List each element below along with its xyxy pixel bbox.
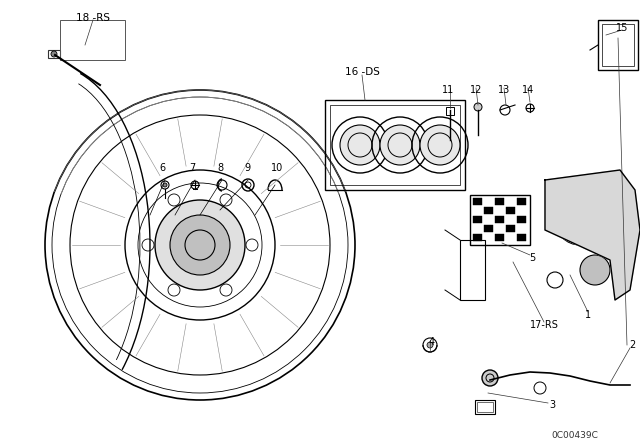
Bar	[484, 225, 493, 232]
Bar	[484, 207, 493, 214]
Polygon shape	[545, 170, 640, 300]
Bar	[330, 105, 460, 185]
Bar	[60, 20, 125, 60]
Bar	[506, 225, 515, 232]
Circle shape	[340, 125, 380, 165]
Bar	[475, 400, 495, 414]
Text: 3: 3	[549, 400, 555, 410]
Text: 5: 5	[529, 253, 535, 263]
Circle shape	[562, 202, 598, 238]
Text: 15: 15	[616, 23, 628, 33]
Circle shape	[427, 342, 433, 348]
Bar	[48, 50, 60, 58]
Bar	[477, 402, 493, 412]
Text: 7: 7	[189, 163, 195, 173]
Text: 18 -RS: 18 -RS	[76, 13, 110, 23]
Text: 11: 11	[442, 85, 454, 95]
Circle shape	[380, 125, 420, 165]
Circle shape	[170, 215, 230, 275]
Bar	[446, 107, 454, 115]
Bar	[495, 198, 504, 205]
Circle shape	[580, 255, 610, 285]
Text: 16 -DS: 16 -DS	[344, 67, 380, 77]
Text: 8: 8	[217, 163, 223, 173]
Text: 13: 13	[498, 85, 510, 95]
Bar	[495, 234, 504, 241]
Bar	[473, 198, 482, 205]
Circle shape	[51, 51, 57, 57]
Bar	[598, 20, 638, 70]
Text: 4: 4	[429, 337, 435, 347]
Circle shape	[155, 200, 245, 290]
Text: 17-RS: 17-RS	[529, 320, 559, 330]
Bar	[517, 216, 526, 223]
Circle shape	[474, 103, 482, 111]
Bar	[506, 207, 515, 214]
Text: 6: 6	[159, 163, 165, 173]
Circle shape	[163, 183, 167, 187]
Text: 2: 2	[629, 340, 635, 350]
Text: 14: 14	[522, 85, 534, 95]
Circle shape	[420, 125, 460, 165]
Text: 9: 9	[244, 163, 250, 173]
Bar	[602, 24, 634, 66]
Circle shape	[555, 195, 605, 245]
Text: 12: 12	[470, 85, 482, 95]
Text: 1: 1	[585, 310, 591, 320]
Bar	[495, 216, 504, 223]
Bar	[460, 240, 485, 300]
Text: 10: 10	[271, 163, 283, 173]
Bar	[517, 198, 526, 205]
Circle shape	[482, 370, 498, 386]
Bar	[517, 234, 526, 241]
Bar	[473, 234, 482, 241]
Bar	[325, 100, 465, 190]
Bar	[470, 195, 530, 245]
Text: 0C00439C: 0C00439C	[552, 431, 598, 439]
Bar	[473, 216, 482, 223]
